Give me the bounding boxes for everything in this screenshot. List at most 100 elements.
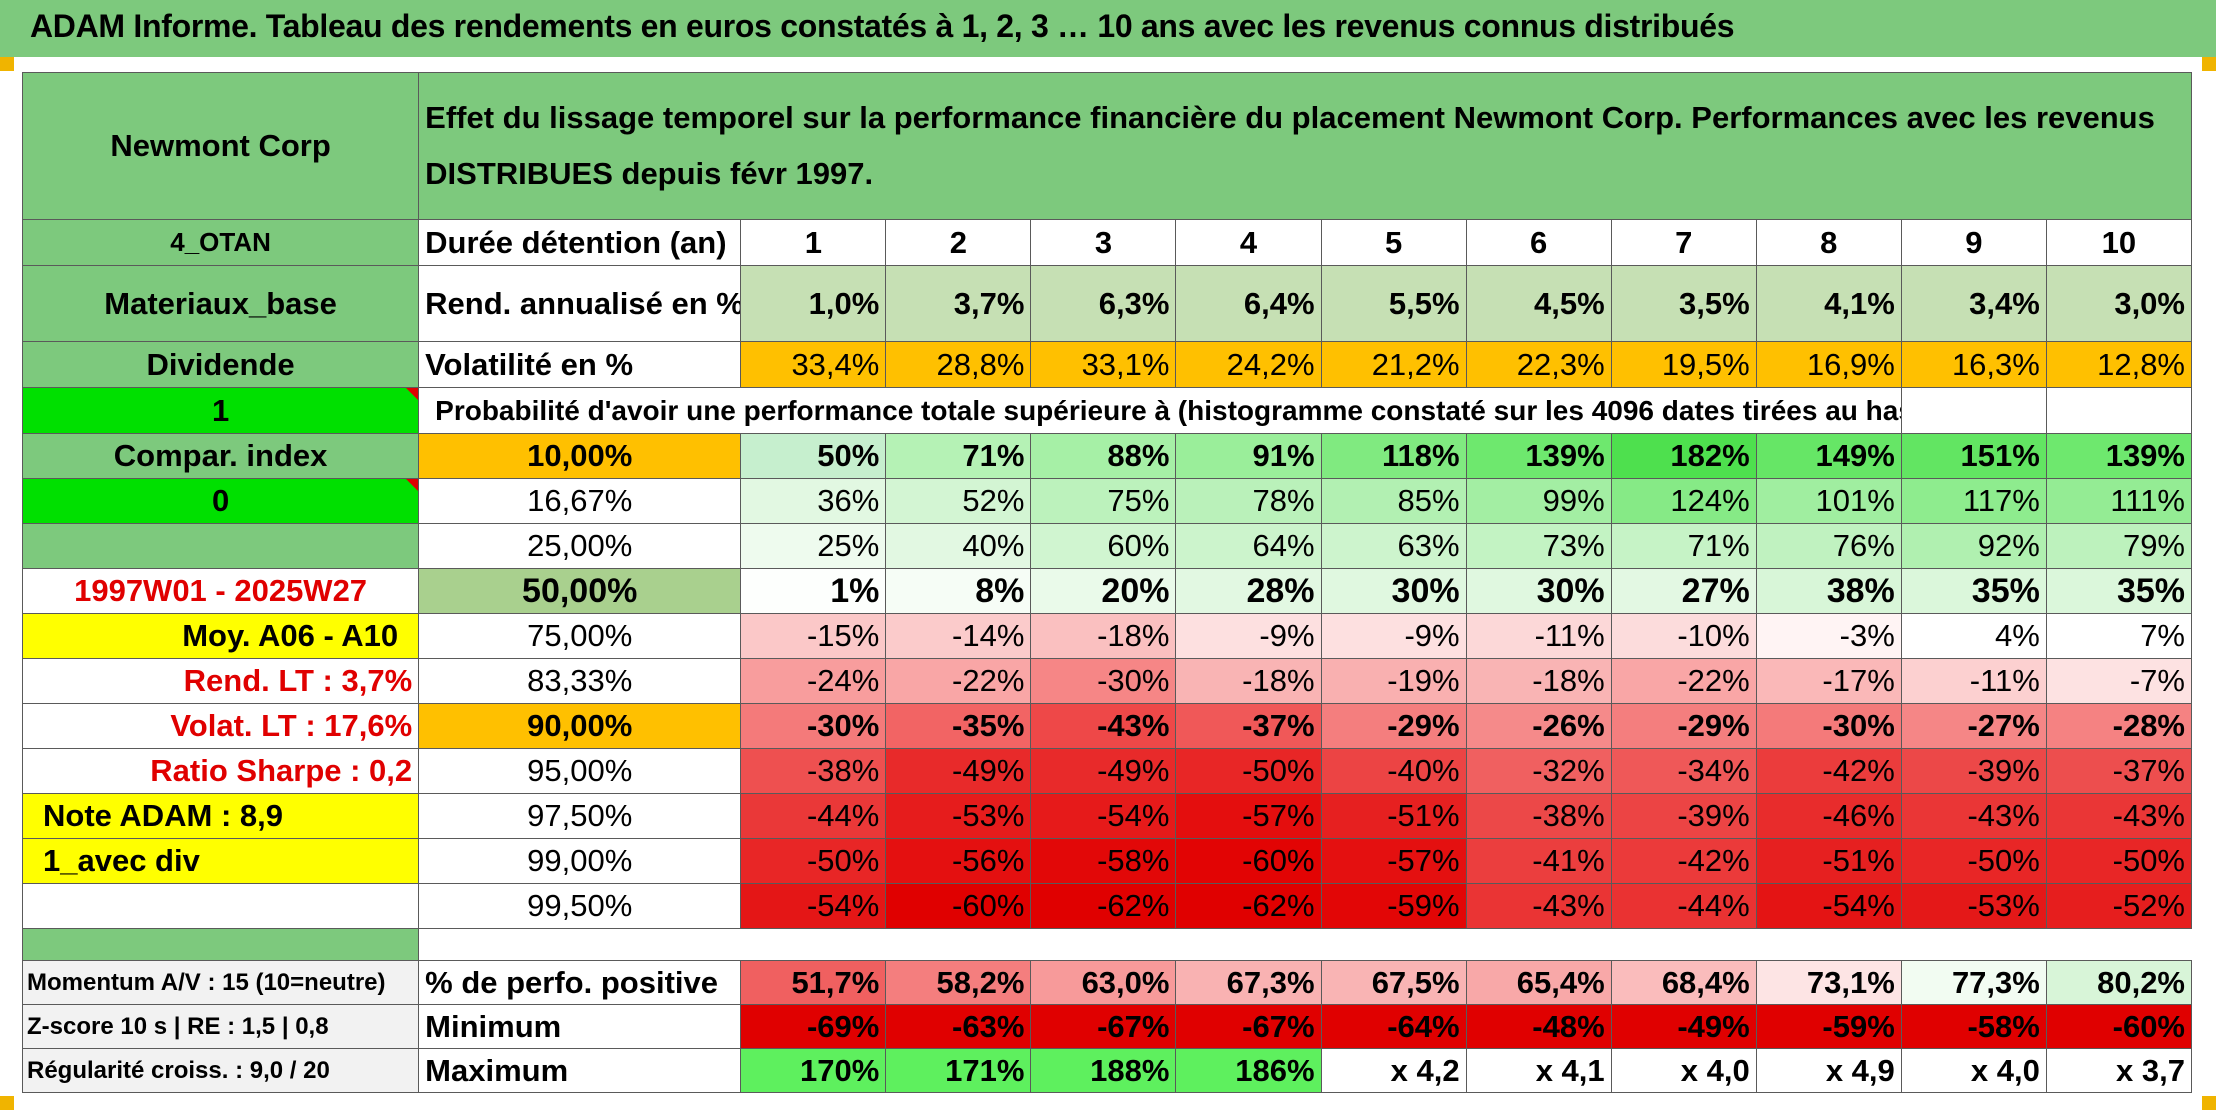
- quantile-cell: 118%: [1320, 433, 1467, 479]
- quantile-cell: 151%: [1900, 433, 2047, 479]
- minimum-cell: -67%: [1030, 1004, 1177, 1049]
- returns-table: Newmont Corp Effet du lissage temporel s…: [21, 72, 2193, 1093]
- maximum-cell: 170%: [740, 1048, 887, 1093]
- year-cell: 1: [740, 219, 887, 266]
- annual-return-cell: 6,4%: [1175, 265, 1322, 342]
- volatility-cell: 28,8%: [885, 341, 1032, 388]
- quantile-cell: -40%: [1320, 748, 1467, 794]
- quantile-cell: -35%: [885, 703, 1032, 749]
- positive-cell: 68,4%: [1610, 960, 1757, 1005]
- quantile-cell: 4%: [1900, 613, 2047, 659]
- maximum-label: Maximum: [418, 1048, 742, 1093]
- duration-row: 4_OTAN Durée détention (an) 1 2 3 4 5 6 …: [21, 219, 2193, 266]
- quantile-cell: -53%: [1900, 883, 2047, 929]
- duration-label: Durée détention (an): [418, 219, 742, 266]
- flag-one-cell[interactable]: 1: [21, 387, 420, 434]
- quantile-row: 1_avec div 99,00% -50% -56% -58% -60% -5…: [21, 838, 2193, 884]
- table-description: Effet du lissage temporel sur la perform…: [418, 72, 2192, 220]
- minimum-cell: -67%: [1175, 1004, 1322, 1049]
- quantile-cell: -50%: [740, 838, 887, 884]
- spacer-cell: [418, 928, 2192, 961]
- year-cell: 9: [1900, 219, 2047, 266]
- quantile-cell: -42%: [1755, 748, 1902, 794]
- quantile-cell: -32%: [1465, 748, 1612, 794]
- quantile-cell: -51%: [1755, 838, 1902, 884]
- quantile-row: 25,00% 25% 40% 60% 64% 63% 73% 71% 76% 9…: [21, 523, 2193, 569]
- spacer-row: [21, 928, 2192, 961]
- quantile-cell: -43%: [1465, 883, 1612, 929]
- quantile-cell: -38%: [740, 748, 887, 794]
- quantile-cell: 63%: [1320, 523, 1467, 569]
- moy-label: Moy. A06 - A10: [21, 613, 420, 659]
- maximum-cell: 186%: [1175, 1048, 1322, 1093]
- quantile-cell: 27%: [1610, 568, 1757, 614]
- quantile-cell: 75%: [1030, 478, 1177, 524]
- asset-code: 4_OTAN: [21, 219, 420, 266]
- year-cell: 4: [1175, 219, 1322, 266]
- volat-lt-label: Volat. LT : 17,6%: [21, 703, 420, 749]
- quantile-cell: -59%: [1320, 883, 1467, 929]
- annual-return-cell: 1,0%: [740, 265, 887, 342]
- quantile-label: 16,67%: [418, 478, 742, 524]
- empty-cell: [21, 883, 420, 929]
- quantile-cell: 35%: [2045, 568, 2193, 614]
- positive-cell: 67,5%: [1320, 960, 1467, 1005]
- year-cell: 10: [2045, 219, 2193, 266]
- quantile-cell: 40%: [885, 523, 1032, 569]
- year-cell: 2: [885, 219, 1032, 266]
- maximum-row: Régularité croiss. : 9,0 / 20 Maximum 17…: [21, 1048, 2193, 1093]
- minimum-cell: -64%: [1320, 1004, 1467, 1049]
- quantile-cell: -30%: [740, 703, 887, 749]
- quantile-cell: 28%: [1175, 568, 1322, 614]
- quantile-cell: -14%: [885, 613, 1032, 659]
- quantile-cell: 149%: [1755, 433, 1902, 479]
- quantile-cell: -56%: [885, 838, 1032, 884]
- minimum-label: Minimum: [418, 1004, 742, 1049]
- year-cell: 3: [1030, 219, 1177, 266]
- annual-return-cell: 3,4%: [1900, 265, 2047, 342]
- year-cell: 7: [1610, 219, 1757, 266]
- quantile-cell: -27%: [1900, 703, 2047, 749]
- corner-marker: [0, 57, 14, 71]
- quantile-cell: -62%: [1030, 883, 1177, 929]
- volatility-row: Dividende Volatilité en % 33,4% 28,8% 33…: [21, 341, 2193, 388]
- positive-cell: 67,3%: [1175, 960, 1322, 1005]
- year-cell: 6: [1465, 219, 1612, 266]
- quantile-row: Note ADAM : 8,9 97,50% -44% -53% -54% -5…: [21, 793, 2193, 839]
- quantile-cell: 182%: [1610, 433, 1757, 479]
- quantile-cell: 64%: [1175, 523, 1322, 569]
- flag-zero-cell[interactable]: 0: [21, 478, 420, 524]
- positive-cell: 77,3%: [1900, 960, 2047, 1005]
- quantile-cell: -34%: [1610, 748, 1757, 794]
- quantile-cell: -39%: [1610, 793, 1757, 839]
- quantile-cell: -37%: [2045, 748, 2193, 794]
- volatility-cell: 19,5%: [1610, 341, 1757, 388]
- volatility-cell: 33,1%: [1030, 341, 1177, 388]
- quantile-label: 50,00%: [418, 568, 742, 614]
- positive-cell: 73,1%: [1755, 960, 1902, 1005]
- quantile-cell: -24%: [740, 658, 887, 704]
- momentum-label: Momentum A/V : 15 (10=neutre): [21, 960, 420, 1005]
- title-bar: ADAM Informe. Tableau des rendements en …: [0, 0, 2216, 57]
- quantile-cell: 60%: [1030, 523, 1177, 569]
- quantile-cell: 139%: [2045, 433, 2193, 479]
- regularite-label: Régularité croiss. : 9,0 / 20: [21, 1048, 420, 1093]
- empty-green-cell: [21, 523, 420, 569]
- quantile-cell: -62%: [1175, 883, 1322, 929]
- volatility-cell: 16,3%: [1900, 341, 2047, 388]
- avec-div-label: 1_avec div: [21, 838, 420, 884]
- quantile-label: 83,33%: [418, 658, 742, 704]
- quantile-cell: 85%: [1320, 478, 1467, 524]
- quantile-label: 75,00%: [418, 613, 742, 659]
- quantile-cell: -57%: [1320, 838, 1467, 884]
- maximum-cell: x 4,9: [1755, 1048, 1902, 1093]
- quantile-cell: -50%: [2045, 838, 2193, 884]
- quantile-row: 0 16,67% 36% 52% 75% 78% 85% 99% 124% 10…: [21, 478, 2193, 524]
- positive-cell: 51,7%: [740, 960, 887, 1005]
- quantile-cell: -54%: [740, 883, 887, 929]
- quantile-cell: -30%: [1030, 658, 1177, 704]
- quantile-cell: -44%: [740, 793, 887, 839]
- maximum-cell: x 3,7: [2045, 1048, 2193, 1093]
- maximum-cell: x 4,2: [1320, 1048, 1467, 1093]
- quantile-cell: -51%: [1320, 793, 1467, 839]
